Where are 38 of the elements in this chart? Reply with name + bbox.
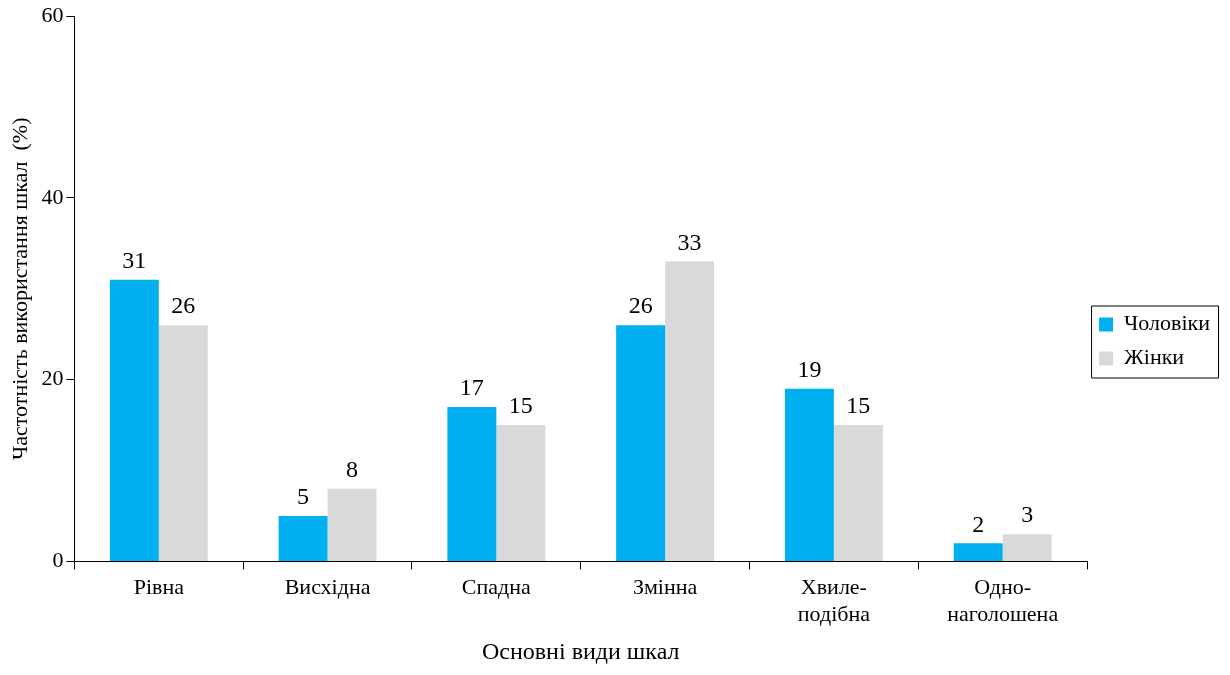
bar bbox=[496, 425, 546, 561]
data-label: 5 bbox=[297, 483, 310, 510]
y-axis-title: Частотність використання шкал (%) bbox=[6, 117, 32, 461]
x-tick-label: Висхідна bbox=[284, 574, 371, 600]
bar bbox=[278, 515, 328, 561]
bar bbox=[833, 425, 883, 561]
x-tick-label: Змінна bbox=[632, 574, 698, 600]
data-label: 2 bbox=[972, 510, 985, 537]
x-tick-label: Рівна bbox=[133, 574, 185, 600]
bar bbox=[665, 261, 715, 561]
data-label: 15 bbox=[508, 392, 533, 419]
bar bbox=[447, 406, 497, 561]
data-label: 3 bbox=[1021, 501, 1034, 528]
x-tick-label: Хвиле- подібна bbox=[797, 574, 871, 626]
bar bbox=[1002, 534, 1052, 561]
data-label: 8 bbox=[346, 456, 359, 482]
data-label: 26 bbox=[628, 292, 653, 319]
legend-label: Чоловіки bbox=[1124, 310, 1211, 336]
data-label: 17 bbox=[459, 374, 484, 401]
x-tick-label: Одно- наголошена bbox=[947, 574, 1059, 626]
x-axis-title: Основні види шкал bbox=[481, 637, 680, 664]
legend-label: Жінки bbox=[1124, 344, 1185, 370]
bar bbox=[158, 325, 208, 561]
y-tick-label: 20 bbox=[41, 365, 64, 391]
data-label: 26 bbox=[171, 292, 196, 319]
data-label: 31 bbox=[122, 247, 147, 274]
data-label: 19 bbox=[797, 356, 822, 383]
y-tick-label: 0 bbox=[52, 547, 64, 573]
bar bbox=[109, 279, 159, 561]
data-label: 15 bbox=[846, 392, 871, 419]
bar bbox=[327, 488, 377, 561]
y-tick-label: 60 bbox=[41, 1, 64, 27]
bar bbox=[953, 543, 1003, 561]
data-label: 33 bbox=[677, 228, 702, 255]
x-tick-label: Спадна bbox=[461, 574, 532, 600]
y-tick-label: 40 bbox=[41, 183, 64, 209]
bar bbox=[784, 388, 834, 561]
bar bbox=[616, 325, 666, 561]
